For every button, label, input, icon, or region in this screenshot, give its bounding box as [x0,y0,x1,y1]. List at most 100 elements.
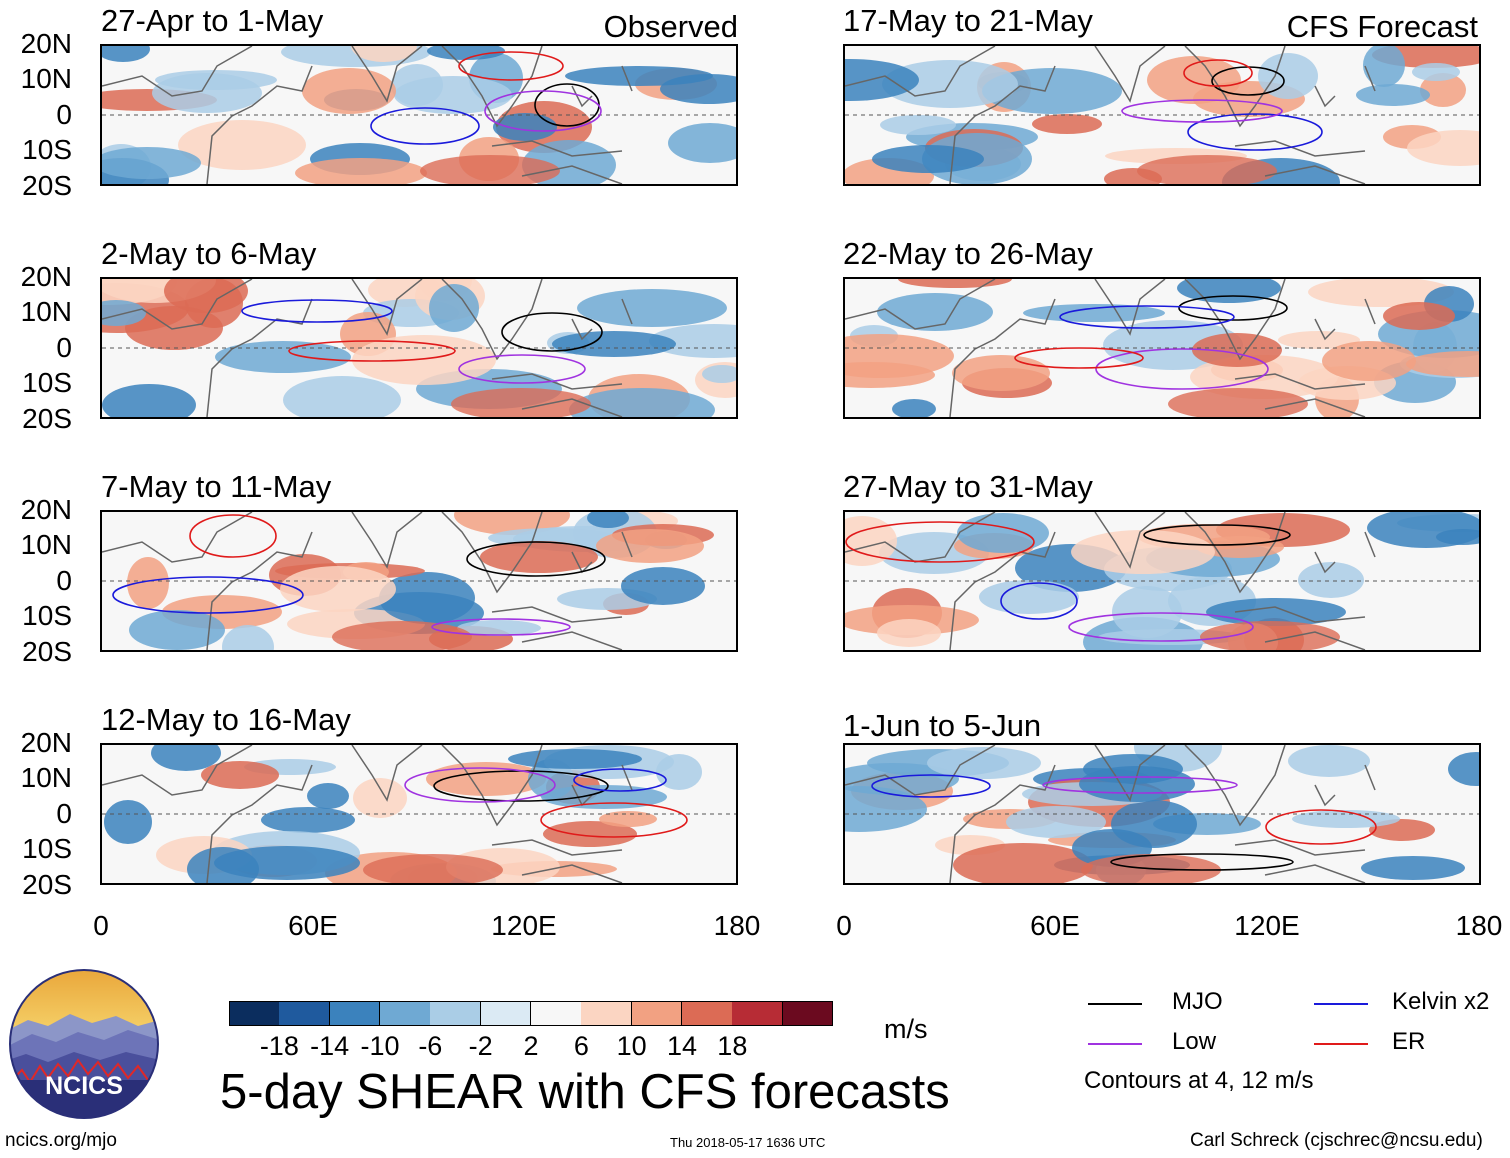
contour-line [573,768,667,792]
shear-anomaly-blob [457,620,541,636]
colorbar-tick-label: -6 [418,1031,443,1061]
contour-line [1068,612,1254,642]
shear-anomaly-blob [280,566,396,612]
footer-url[interactable]: ncics.org/mjo [5,1130,117,1151]
contour-line [1000,582,1078,620]
shear-anomaly-blob [222,625,274,650]
shear-anomaly-blob [1298,562,1364,598]
shear-anomaly-blob [1278,331,1360,349]
shear-anomaly-blob [565,66,713,86]
contour-line [241,299,393,323]
contour-line [1095,348,1269,390]
shear-anomaly-blob [1361,856,1465,880]
shear-anomaly-blob [295,158,427,184]
y-tick-label: 20S [22,170,72,201]
shear-anomaly-blob [429,284,479,332]
contour-line [466,541,606,577]
forecast-label: CFS Forecast [1286,9,1478,44]
y-tick-label: 10S [22,134,72,165]
shear-anomaly-blob [151,745,221,771]
y-tick-label: 0 [56,565,72,596]
contour-line [1121,99,1283,123]
panel-title-7: 27-May to 31-May [843,469,1093,504]
panel-title-1: 27-Apr to 1-May [101,3,324,38]
contour-line [1265,809,1377,845]
contour-line [458,354,586,384]
shear-anomaly-blob [129,610,225,650]
map-panel-7 [843,510,1481,652]
shear-anomaly-blob [1367,512,1479,548]
shear-anomaly-blob [1032,114,1102,134]
shear-anomaly-blob [953,843,1093,883]
map-field [102,512,736,650]
y-tick-label: 20N [20,261,72,292]
shear-anomaly-blob [845,59,919,101]
contour-line [1014,347,1144,369]
colorbar-tick-label: -14 [310,1031,350,1061]
observed-label: Observed [603,9,738,44]
shear-anomaly-blob [1137,155,1277,184]
contour-line [189,514,277,558]
shear-anomaly-blob [1406,351,1479,377]
shear-anomaly-blob [353,778,407,818]
contour-line [845,521,1035,563]
colorbar-swatch [732,1001,784,1026]
legend-label-kelvin: Kelvin x2 [1392,988,1490,1015]
y-tick-label: 0 [56,332,72,363]
shear-anomaly-blob [845,763,959,795]
panel-title-8: 1-Jun to 5-Jun [843,708,1042,743]
y-tick-label: 20S [22,869,72,900]
colorbar-tick-label: -2 [468,1031,493,1061]
shear-anomaly-blob [898,279,1012,288]
y-tick-label: 10N [20,529,72,560]
y-tick-label: 20N [20,727,72,758]
shear-anomaly-blob [1206,598,1346,626]
shear-anomaly-blob [596,529,704,563]
y-tick-label: 10N [20,762,72,793]
shear-anomaly-blob [1258,53,1318,99]
shear-anomaly-blob [599,811,657,827]
shear-anomaly-blob [1407,130,1479,166]
colorbar-swatch [631,1001,683,1026]
colorbar-swatch [430,1001,482,1026]
shear-anomaly-blob [164,279,248,313]
x-tick-label: 0 [93,910,109,941]
colorbar-tick-label: 18 [717,1031,748,1061]
y-tick-label: 10N [20,296,72,327]
shear-anomaly-blob [1192,333,1282,367]
shear-anomaly-blob [201,761,279,789]
shear-anomaly-blob [587,512,629,528]
colorbar-tick-label: 14 [666,1031,698,1061]
map-panel-2 [100,277,738,419]
colorbar-swatch [682,1001,733,1026]
shear-anomaly-blob [845,516,897,566]
shear-anomaly-blob [1448,752,1479,786]
contour-line [484,90,602,132]
shear-anomaly-blob [104,800,152,844]
shear-anomaly-blob [102,147,201,179]
shear-anomaly-blob [877,619,941,647]
colorbar-swatch [480,1001,532,1026]
coastline [102,46,633,184]
x-tick-label: 0 [836,910,852,941]
x-tick-label: 180 [713,910,761,941]
shear-anomaly-blob [394,76,512,114]
footer-author: Carl Schreck (cjschrec@ncsu.edu) [1190,1130,1483,1151]
shear-anomaly-blob [892,399,936,417]
legend-label-low: Low [1172,1028,1217,1055]
shear-anomaly-blob [1308,279,1454,307]
shear-anomaly-blob [569,388,715,417]
shear-anomaly-blob [845,362,935,388]
shear-anomaly-blob [102,46,150,62]
contour-line [540,802,688,838]
shear-anomaly-blob [621,567,705,605]
y-tick-label: 10S [22,833,72,864]
shear-anomaly-blob [1420,73,1466,107]
shear-anomaly-blob [261,807,355,833]
shear-anomaly-blob [283,376,401,417]
contour-line [431,618,571,636]
shear-anomaly-blob [1383,302,1455,330]
colorbar-swatch [782,1001,834,1026]
shear-anomaly-blob [363,854,503,883]
panel-title-6: 22-May to 26-May [843,236,1093,271]
